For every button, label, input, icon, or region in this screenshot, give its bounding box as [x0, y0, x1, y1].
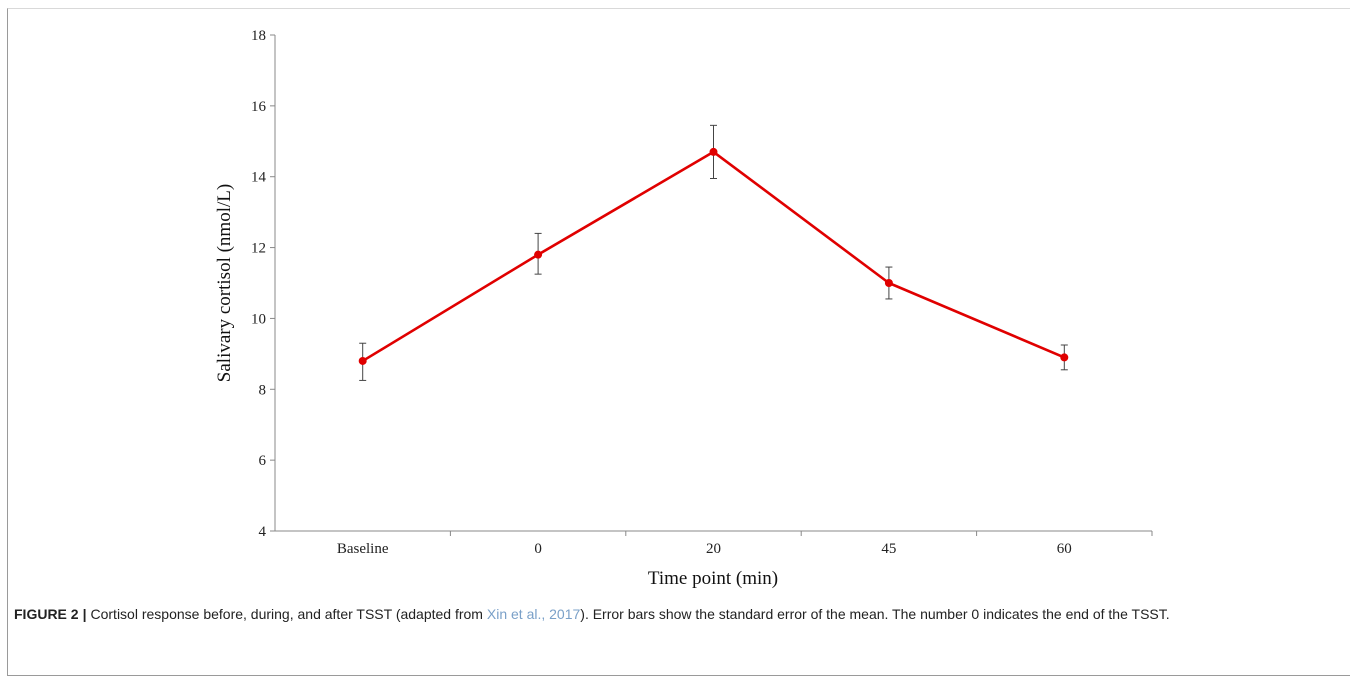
- y-tick-label: 16: [251, 99, 267, 115]
- figure-frame: [7, 8, 1350, 676]
- y-axis-title: Salivary cortisol (nmol/L): [214, 184, 235, 382]
- y-axis: 4 6 8 10 12 14 16 18: [251, 28, 276, 540]
- figure-label: FIGURE 2: [14, 606, 79, 622]
- x-tick-label: 0: [534, 541, 542, 557]
- x-tick-label: Baseline: [337, 541, 389, 557]
- y-tick-label: 4: [259, 524, 267, 540]
- data-point: [884, 279, 893, 287]
- y-tick-label: 18: [251, 28, 266, 44]
- caption-text-after: ). Error bars show the standard error of…: [580, 606, 1170, 622]
- figure-caption: FIGURE 2 | Cortisol response before, durin…: [14, 604, 1334, 624]
- x-axis-title: Time point (min): [648, 568, 778, 589]
- x-tick-label: 60: [1057, 541, 1072, 557]
- y-tick-label: 8: [259, 382, 267, 398]
- data-point: [358, 356, 367, 365]
- series-salivary-cortisol: [358, 124, 1069, 381]
- data-point: [534, 250, 543, 259]
- y-tick-label: 14: [251, 170, 267, 186]
- caption-text-before: Cortisol response before, during, and af…: [90, 606, 487, 622]
- x-axis: Baseline 0 20 45 60: [275, 530, 1153, 557]
- x-tick-label: 45: [881, 541, 896, 557]
- line-chart: 4 6 8 10 12 14 16 18 Baseline 0 20 45 60 Time point…: [214, 28, 1153, 589]
- y-tick-label: 12: [251, 241, 266, 257]
- y-tick-label: 6: [259, 453, 267, 469]
- data-point: [1060, 353, 1069, 362]
- series-line: [362, 150, 1065, 363]
- caption-separator: |: [82, 606, 87, 622]
- x-tick-label: 20: [706, 541, 721, 557]
- y-tick-label: 10: [251, 311, 266, 327]
- data-point: [709, 147, 718, 156]
- citation-link[interactable]: Xin et al., 2017: [486, 606, 581, 622]
